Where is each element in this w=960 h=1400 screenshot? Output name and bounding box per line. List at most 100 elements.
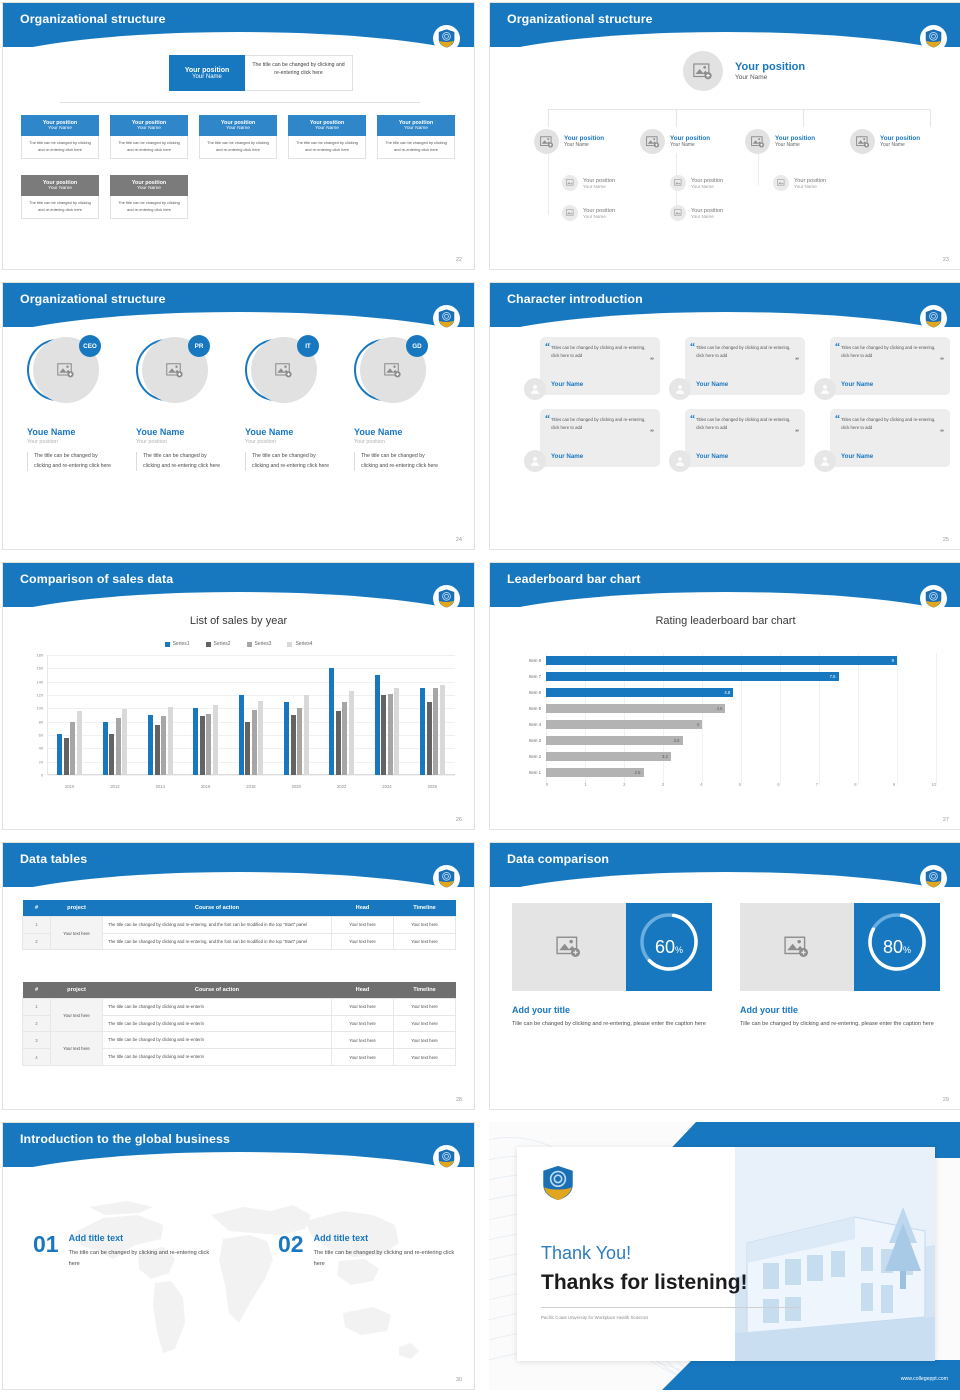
team-desc: The title can be changed by clicking and… <box>245 452 329 472</box>
quote-text: Titles can be changed by clicking and re… <box>696 345 791 358</box>
donut-value: 80% <box>882 936 912 957</box>
page-title: Organizational structure <box>507 12 653 26</box>
testimonial-card[interactable]: “ ” Titles can be changed by clicking an… <box>524 337 660 400</box>
table-row[interactable]: 1 Your text here The title can be change… <box>22 915 456 951</box>
org-node-name: Your Name <box>670 142 695 148</box>
org-node-level2[interactable]: Your position Your Name <box>670 205 723 221</box>
org-card-name: Your Name <box>137 186 161 191</box>
donut-gauge: 80% <box>854 903 940 991</box>
slide-leaderboard-bar-chart[interactable]: Leaderboard bar chart Rating leaderboard… <box>489 562 960 830</box>
org-node-level2[interactable]: Your position Your Name <box>773 175 826 191</box>
team-card[interactable]: CEO Youe Name Your position The title ca… <box>27 335 111 472</box>
bar-group <box>420 655 445 775</box>
team-card[interactable]: GD Youe Name Your position The title can… <box>354 335 438 472</box>
org-card[interactable]: Your position Your Name The title can be… <box>377 115 455 160</box>
cell-head: Your text here <box>331 1014 394 1033</box>
org-node-level1[interactable]: Your position Your Name <box>534 129 604 154</box>
comparison-card[interactable]: 80% Add your title Tille can be changed … <box>740 903 940 1030</box>
testimonial-card[interactable]: “ ” Titles can be changed by clicking an… <box>524 409 660 472</box>
org-card[interactable]: Your position Your Name The title can be… <box>288 115 366 160</box>
org-node-level2[interactable]: Your position Your Name <box>670 175 723 191</box>
slide-organizational-structure-24[interactable]: Organizational structure CEO Youe Name Y… <box>2 282 475 550</box>
org-node-level1[interactable]: Your position Your Name <box>850 129 920 154</box>
leaderboard-row[interactable]: Item 4 4 <box>516 717 936 731</box>
org-node-level1[interactable]: Your position Your Name <box>745 129 815 154</box>
leaderboard-row[interactable]: Item 8 9 <box>516 653 936 667</box>
cell-timeline: Your text here <box>393 1014 456 1033</box>
col-course-of-action: Course of action <box>102 900 332 917</box>
chart-title: List of sales by year <box>189 615 288 627</box>
quote-close-icon: ” <box>940 356 944 365</box>
col-timeline: Timeline <box>393 982 456 999</box>
cell-action: The title can be changed by clicking and… <box>102 1048 332 1066</box>
org-root-node[interactable]: Your position Your Name <box>683 51 805 91</box>
table-row[interactable]: 1 Your text here The title can be change… <box>22 997 456 1033</box>
slide-data-tables[interactable]: Data tables # project Course of action H… <box>2 842 475 1110</box>
leaderboard-row[interactable]: Item 2 3.2 <box>516 749 936 763</box>
data-table-primary[interactable]: # project Course of action Head Timeline… <box>22 900 456 951</box>
testimonial-card[interactable]: “ ” Titles can be changed by clicking an… <box>814 409 950 472</box>
table-row[interactable]: 2 The title can be changed by clicking a… <box>22 932 456 951</box>
table-row[interactable]: 2 The title can be changed by clicking a… <box>22 1014 456 1033</box>
leaderboard-row[interactable]: Item 7 7.5 <box>516 669 936 683</box>
global-item[interactable]: 01 Add title text The title can be chang… <box>33 1232 218 1270</box>
bar <box>167 707 173 775</box>
image-placeholder-icon <box>683 51 723 91</box>
slide-header-band <box>3 283 474 327</box>
team-name: Youe Name <box>245 427 294 437</box>
slide-comparison-of-sales-data[interactable]: Comparison of sales data List of sales b… <box>2 562 475 830</box>
table-row[interactable]: 4 The title can be changed by clicking a… <box>22 1048 456 1066</box>
testimonial-card[interactable]: “ ” Titles can be changed by clicking an… <box>814 337 950 400</box>
gridline <box>897 653 898 785</box>
org-card-desc: The title can be changed by clicking and… <box>110 196 188 220</box>
x-tick-label: 5 <box>738 782 741 787</box>
org-node-level2[interactable]: Your position Your Name <box>562 205 615 221</box>
org-root-card[interactable]: Your position Your Name The title can be… <box>169 55 353 91</box>
x-tick-label: 9 <box>892 782 896 787</box>
org-card[interactable]: Your position Your Name The title can be… <box>21 175 99 220</box>
slide-organizational-structure-22[interactable]: Organizational structure Your position Y… <box>2 2 475 270</box>
slide-organizational-structure-23[interactable]: Organizational structure Your position Y… <box>489 2 960 270</box>
org-card[interactable]: Your position Your Name The title can be… <box>110 175 188 220</box>
table-row[interactable]: 3 Your text here The title can be change… <box>22 1031 456 1066</box>
leaderboard-row[interactable]: Item 3 3.5 <box>516 733 936 747</box>
leaderboard-label: Item 2 <box>529 753 541 759</box>
leaderboard-row[interactable]: Item 6 4.8 <box>516 685 936 699</box>
slide-header-band <box>490 283 960 327</box>
global-item[interactable]: 02 Add title text The title can be chang… <box>278 1232 463 1270</box>
org-card[interactable]: Your position Your Name The title can be… <box>199 115 277 160</box>
team-card[interactable]: IT Youe Name Your position The title can… <box>245 335 329 472</box>
org-card[interactable]: Your position Your Name The title can be… <box>110 115 188 160</box>
leaderboard-track: 4.6 <box>546 703 936 713</box>
team-card[interactable]: PR Youe Name Your position The title can… <box>136 335 220 472</box>
leaderboard-bar: 2.5 <box>546 767 644 777</box>
comparison-card[interactable]: 60% Add your title Tille can be changed … <box>512 903 712 1030</box>
gridline <box>546 653 547 785</box>
data-table-secondary[interactable]: # project Course of action Head Timeline… <box>22 982 456 1066</box>
comparison-text: Tille can be changed by clicking and re-… <box>740 1021 934 1027</box>
quote-text: Titles can be changed by clicking and re… <box>551 417 646 430</box>
slide-thank-you[interactable]: Thank You! Thanks for listening! Pacific… <box>489 1122 960 1390</box>
x-tick-label: 10 <box>931 782 936 787</box>
leaderboard-row[interactable]: Item 1 2.5 <box>516 765 936 779</box>
website-url[interactable]: www.collegeppt.com <box>900 1376 948 1382</box>
page-title: Data tables <box>20 852 88 866</box>
gridline <box>663 653 664 785</box>
org-node-level2[interactable]: Your position Your Name <box>562 175 615 191</box>
testimonial-card[interactable]: “ ” Titles can be changed by clicking an… <box>669 409 805 472</box>
leaderboard-row[interactable]: Item 5 4.6 <box>516 701 936 715</box>
org-card-header: Your position Your Name <box>21 115 99 136</box>
team-cards: CEO Youe Name Your position The title ca… <box>27 335 438 472</box>
slide-introduction-global-business[interactable]: Introduction to the global business 01 <box>2 1122 475 1390</box>
org-node-level1[interactable]: Your position Your Name <box>640 129 710 154</box>
bar-value-label: 4 <box>696 721 699 727</box>
legend-entry: Series2 <box>205 641 231 647</box>
slide-data-comparison[interactable]: Data comparison 60% <box>489 842 960 1110</box>
shield-logo-icon <box>920 585 947 612</box>
org-card[interactable]: Your position Your Name The title can be… <box>21 115 99 160</box>
slide-character-introduction[interactable]: Character introduction “ ” Titles can be… <box>489 282 960 550</box>
testimonial-card[interactable]: “ ” Titles can be changed by clicking an… <box>669 337 805 400</box>
leaderboard-label: Item 8 <box>529 657 541 663</box>
cell-timeline: Your text here <box>393 1048 456 1066</box>
